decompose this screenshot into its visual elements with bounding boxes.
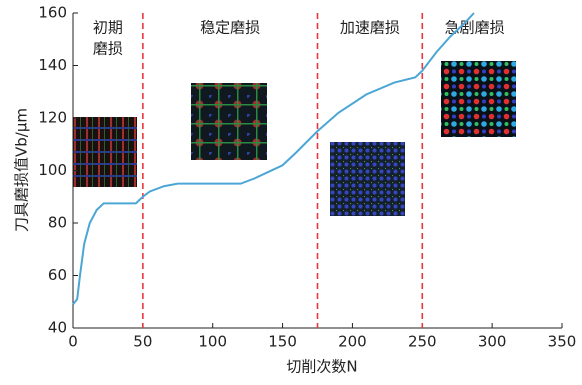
y-tick-label: 80 (48, 214, 67, 232)
texture-image (191, 83, 267, 160)
y-tick-label: 40 (48, 319, 67, 337)
x-tick-label: 200 (338, 333, 367, 351)
y-tick-label: 140 (38, 56, 67, 74)
x-tick-label: 150 (268, 333, 297, 351)
x-tick-label: 100 (198, 333, 227, 351)
y-axis-label: 刀具磨损值Vb/μm (13, 108, 31, 232)
y-tick-label: 160 (38, 4, 67, 22)
x-tick-label: 300 (478, 333, 507, 351)
y-tick-label: 60 (48, 266, 67, 284)
stage-label: 磨损 (93, 40, 123, 58)
stage-label: 初期 (93, 19, 123, 37)
y-tick-label: 120 (38, 109, 67, 127)
stage-label: 稳定磨损 (200, 19, 260, 37)
chart: 切削次数N 刀具磨损值Vb/μm 40 60 80 100 120 140 160 0 50 10… (0, 0, 582, 381)
x-tick-label: 50 (133, 333, 152, 351)
x-tick-label: 0 (68, 333, 78, 351)
x-tick-label: 250 (408, 333, 437, 351)
texture-image (73, 117, 137, 187)
x-axis-label: 切削次数N (286, 358, 357, 376)
texture-image (330, 142, 405, 216)
texture-image (441, 61, 516, 137)
y-tick-label: 100 (38, 161, 67, 179)
x-tick-label: 350 (548, 333, 577, 351)
stage-label: 加速磨损 (340, 19, 400, 37)
